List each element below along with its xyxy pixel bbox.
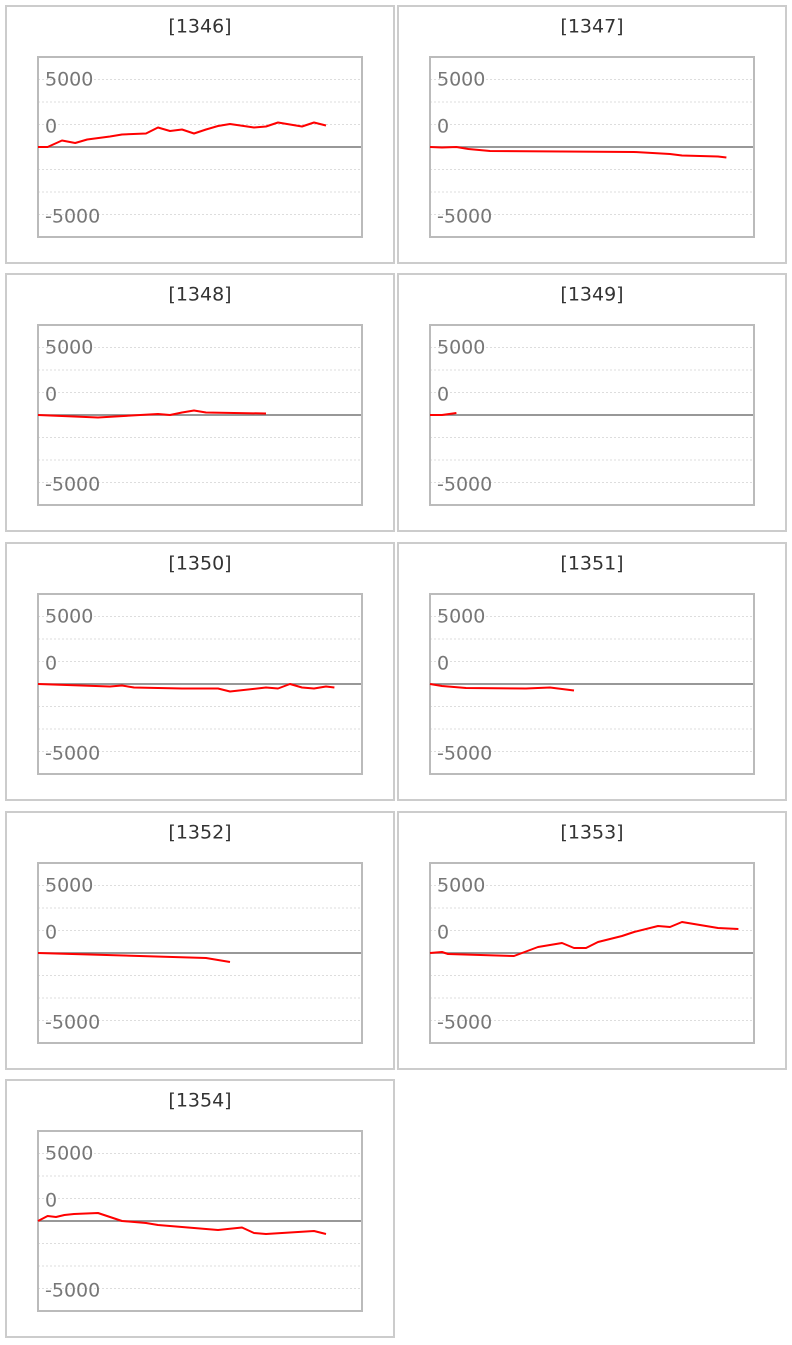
chart-title: [1350]	[168, 553, 231, 575]
chart: [1351] -5000 0 5000	[397, 542, 787, 801]
y-tick-label: 5000	[45, 69, 93, 91]
y-tick-label: -5000	[45, 206, 100, 228]
chart-title: [1347]	[560, 16, 623, 38]
panel-border	[397, 542, 787, 801]
chart: [1349] -5000 0 5000	[397, 273, 787, 532]
panel-border	[397, 811, 787, 1070]
y-tick-label: -5000	[45, 743, 100, 765]
y-tick-label: -5000	[45, 1012, 100, 1034]
chart: [1350] -5000 0 5000	[5, 542, 395, 801]
y-tick-label: 0	[45, 384, 57, 406]
y-tick-label: 0	[437, 653, 449, 675]
panel-border	[5, 5, 395, 264]
y-tick-label: 0	[45, 1190, 57, 1212]
y-tick-label: 0	[437, 384, 449, 406]
y-tick-label: 0	[45, 116, 57, 138]
y-tick-label: 5000	[437, 606, 485, 628]
y-tick-label: -5000	[437, 1012, 492, 1034]
data-line	[429, 146, 727, 159]
panel-border	[397, 5, 787, 264]
y-tick-label: 0	[45, 922, 57, 944]
data-line	[38, 121, 327, 148]
y-tick-label: 5000	[437, 69, 485, 91]
chart-panel: [1347] -5000 0 5000	[397, 5, 787, 264]
data-line	[37, 409, 267, 419]
y-tick-label: -5000	[45, 474, 100, 496]
y-tick-label: 5000	[45, 606, 93, 628]
chart-title: [1352]	[168, 822, 231, 844]
chart-panel: [1353] -5000 0 5000	[397, 811, 787, 1070]
chart-title: [1348]	[168, 284, 231, 306]
data-line	[430, 412, 457, 416]
chart-panel: [1348] -5000 0 5000	[5, 273, 395, 532]
chart-title: [1351]	[560, 553, 623, 575]
chart-panel: [1346] -5000 0 5000	[5, 5, 395, 264]
y-tick-label: 0	[437, 116, 449, 138]
y-tick-label: 5000	[45, 875, 93, 897]
y-tick-label: -5000	[437, 474, 492, 496]
data-line	[37, 683, 335, 693]
panel-border	[5, 1079, 395, 1338]
panel-border	[5, 811, 395, 1070]
y-tick-label: 5000	[437, 337, 485, 359]
chart: [1347] -5000 0 5000	[397, 5, 787, 264]
data-line	[429, 921, 739, 957]
chart: [1346] -5000 0 5000	[5, 5, 395, 264]
y-tick-label: -5000	[45, 1280, 100, 1302]
chart-panel: [1350] -5000 0 5000	[5, 542, 395, 801]
panel-border	[5, 273, 395, 532]
chart-panel: [1351] -5000 0 5000	[397, 542, 787, 801]
data-line	[37, 952, 231, 963]
y-tick-label: -5000	[437, 743, 492, 765]
y-tick-label: -5000	[437, 206, 492, 228]
panel-border	[397, 273, 787, 532]
y-tick-label: 5000	[45, 1143, 93, 1165]
chart: [1354] -5000 0 5000	[5, 1079, 395, 1338]
data-line	[37, 1212, 327, 1235]
chart-title: [1349]	[560, 284, 623, 306]
chart-title: [1354]	[168, 1090, 231, 1112]
data-line	[429, 683, 575, 692]
y-tick-label: 5000	[45, 337, 93, 359]
chart-title: [1353]	[560, 822, 623, 844]
y-tick-label: 0	[45, 653, 57, 675]
y-tick-label: 5000	[437, 875, 485, 897]
chart: [1352] -5000 0 5000	[5, 811, 395, 1070]
chart-panel: [1352] -5000 0 5000	[5, 811, 395, 1070]
y-tick-label: 0	[437, 922, 449, 944]
chart-title: [1346]	[168, 16, 231, 38]
chart-panel: [1349] -5000 0 5000	[397, 273, 787, 532]
panel-border	[5, 542, 395, 801]
chart-panel: [1354] -5000 0 5000	[5, 1079, 395, 1338]
chart: [1353] -5000 0 5000	[397, 811, 787, 1070]
chart: [1348] -5000 0 5000	[5, 273, 395, 532]
